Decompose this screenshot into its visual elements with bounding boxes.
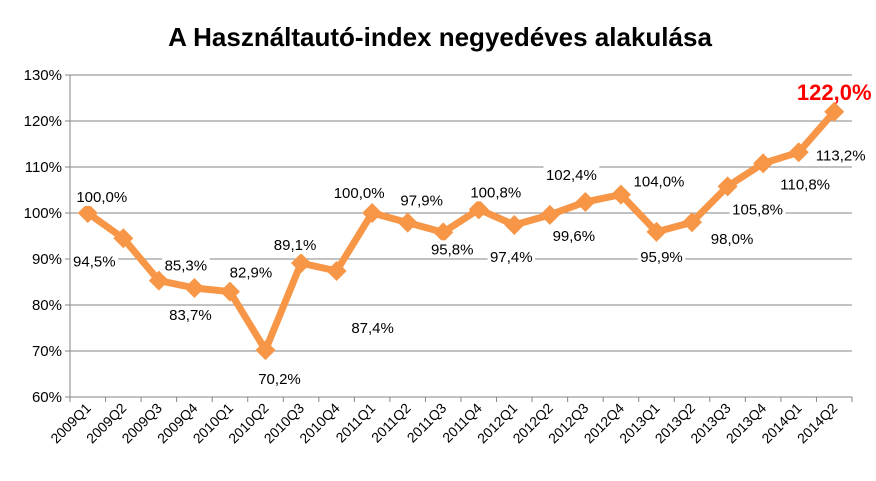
data-label: 100,0% xyxy=(76,189,127,206)
data-label-bg xyxy=(331,184,388,202)
data-label-bg xyxy=(543,165,600,184)
data-point-marker xyxy=(717,176,738,197)
data-label: 70,2% xyxy=(258,371,301,388)
data-label: 83,7% xyxy=(169,307,212,324)
data-label: 87,4% xyxy=(351,320,394,337)
data-point-marker xyxy=(362,203,383,223)
data-label-bg xyxy=(162,256,210,275)
data-point-marker xyxy=(824,101,845,122)
x-axis: 2009Q12009Q22009Q32009Q42010Q12010Q22010… xyxy=(47,396,853,447)
data-label-bg xyxy=(166,305,215,324)
data-label: 97,4% xyxy=(490,249,533,266)
data-label-bg xyxy=(550,226,598,245)
data-point-marker xyxy=(77,203,98,223)
data-label: 95,8% xyxy=(431,241,474,258)
data-label-bg xyxy=(428,240,476,259)
data-point-marker xyxy=(255,340,276,361)
data-label: 97,9% xyxy=(400,193,443,210)
data-label-bg xyxy=(70,252,119,271)
data-label: 100,8% xyxy=(470,184,521,201)
data-label-bg xyxy=(777,175,834,194)
y-tick-label: 120% xyxy=(24,113,62,130)
data-label: 113,2% xyxy=(816,147,866,164)
data-point-marker xyxy=(326,260,347,281)
data-label: 95,9% xyxy=(640,249,683,266)
data-label-bg xyxy=(467,183,524,202)
data-point-marker xyxy=(148,270,169,291)
data-point-marker xyxy=(682,212,703,233)
data-label: 102,4% xyxy=(546,167,597,184)
y-tick-label: 90% xyxy=(32,251,62,268)
data-point-marker xyxy=(504,214,525,235)
data-label-bg xyxy=(348,318,397,337)
data-label-bg xyxy=(487,247,536,266)
data-point-marker xyxy=(575,191,596,212)
data-label-bg xyxy=(631,172,687,191)
data-label-bg xyxy=(729,200,786,219)
data-point-marker xyxy=(184,277,205,298)
y-tick-label: 70% xyxy=(32,343,62,360)
data-point-marker xyxy=(291,253,312,274)
data-label-bg xyxy=(73,188,130,206)
data-label: 99,6% xyxy=(553,228,596,245)
data-point-marker xyxy=(788,142,809,163)
data-point-marker xyxy=(646,221,667,242)
x-tick-label: 2014Q2 xyxy=(794,400,841,447)
data-label-bg xyxy=(637,247,686,266)
data-point-marker xyxy=(397,212,418,233)
series-line-path xyxy=(85,109,837,354)
data-label: 85,3% xyxy=(165,258,208,275)
data-label-bg xyxy=(812,146,869,165)
data-point-marker xyxy=(610,184,631,205)
data-label: 105,8% xyxy=(732,201,783,218)
data-label: 94,5% xyxy=(73,253,116,270)
data-point-marker xyxy=(113,228,134,249)
series-line xyxy=(77,101,845,361)
y-axis: 60% 70% 80% 90% 100% 110% 120% 130% xyxy=(24,67,71,406)
data-label-bg xyxy=(708,230,756,249)
data-label-highlight: 122,0% xyxy=(797,80,872,105)
data-label: 104,0% xyxy=(634,174,685,191)
data-label: 98,0% xyxy=(711,231,754,248)
data-labels: 100,0% 94,5% 85,3% 83,7% 82,9% 70,2% 89,1% 87,4… xyxy=(70,80,872,389)
data-label-bg xyxy=(271,236,319,255)
data-label: 100,0% xyxy=(334,185,385,202)
y-tick-label: 100% xyxy=(24,205,62,222)
data-point-marker xyxy=(468,199,489,220)
y-tick-label: 60% xyxy=(32,389,62,406)
data-point-marker xyxy=(433,222,454,243)
chart-title: A Használtautó-index negyedéves alakulás… xyxy=(168,22,712,52)
x-tick-label: 2010Q4 xyxy=(296,400,343,447)
y-tick-label: 130% xyxy=(24,67,62,84)
data-label-bg xyxy=(227,263,275,282)
data-label: 89,1% xyxy=(274,237,317,254)
data-point-marker xyxy=(219,281,240,302)
data-point-marker xyxy=(753,153,774,174)
y-tick-label: 80% xyxy=(32,297,62,314)
data-label-bg xyxy=(397,191,446,210)
data-label: 110,8% xyxy=(780,176,830,193)
data-label-bg xyxy=(255,370,304,389)
y-tick-label: 110% xyxy=(25,159,62,176)
data-point-marker xyxy=(539,204,560,225)
data-label: 82,9% xyxy=(230,265,273,282)
